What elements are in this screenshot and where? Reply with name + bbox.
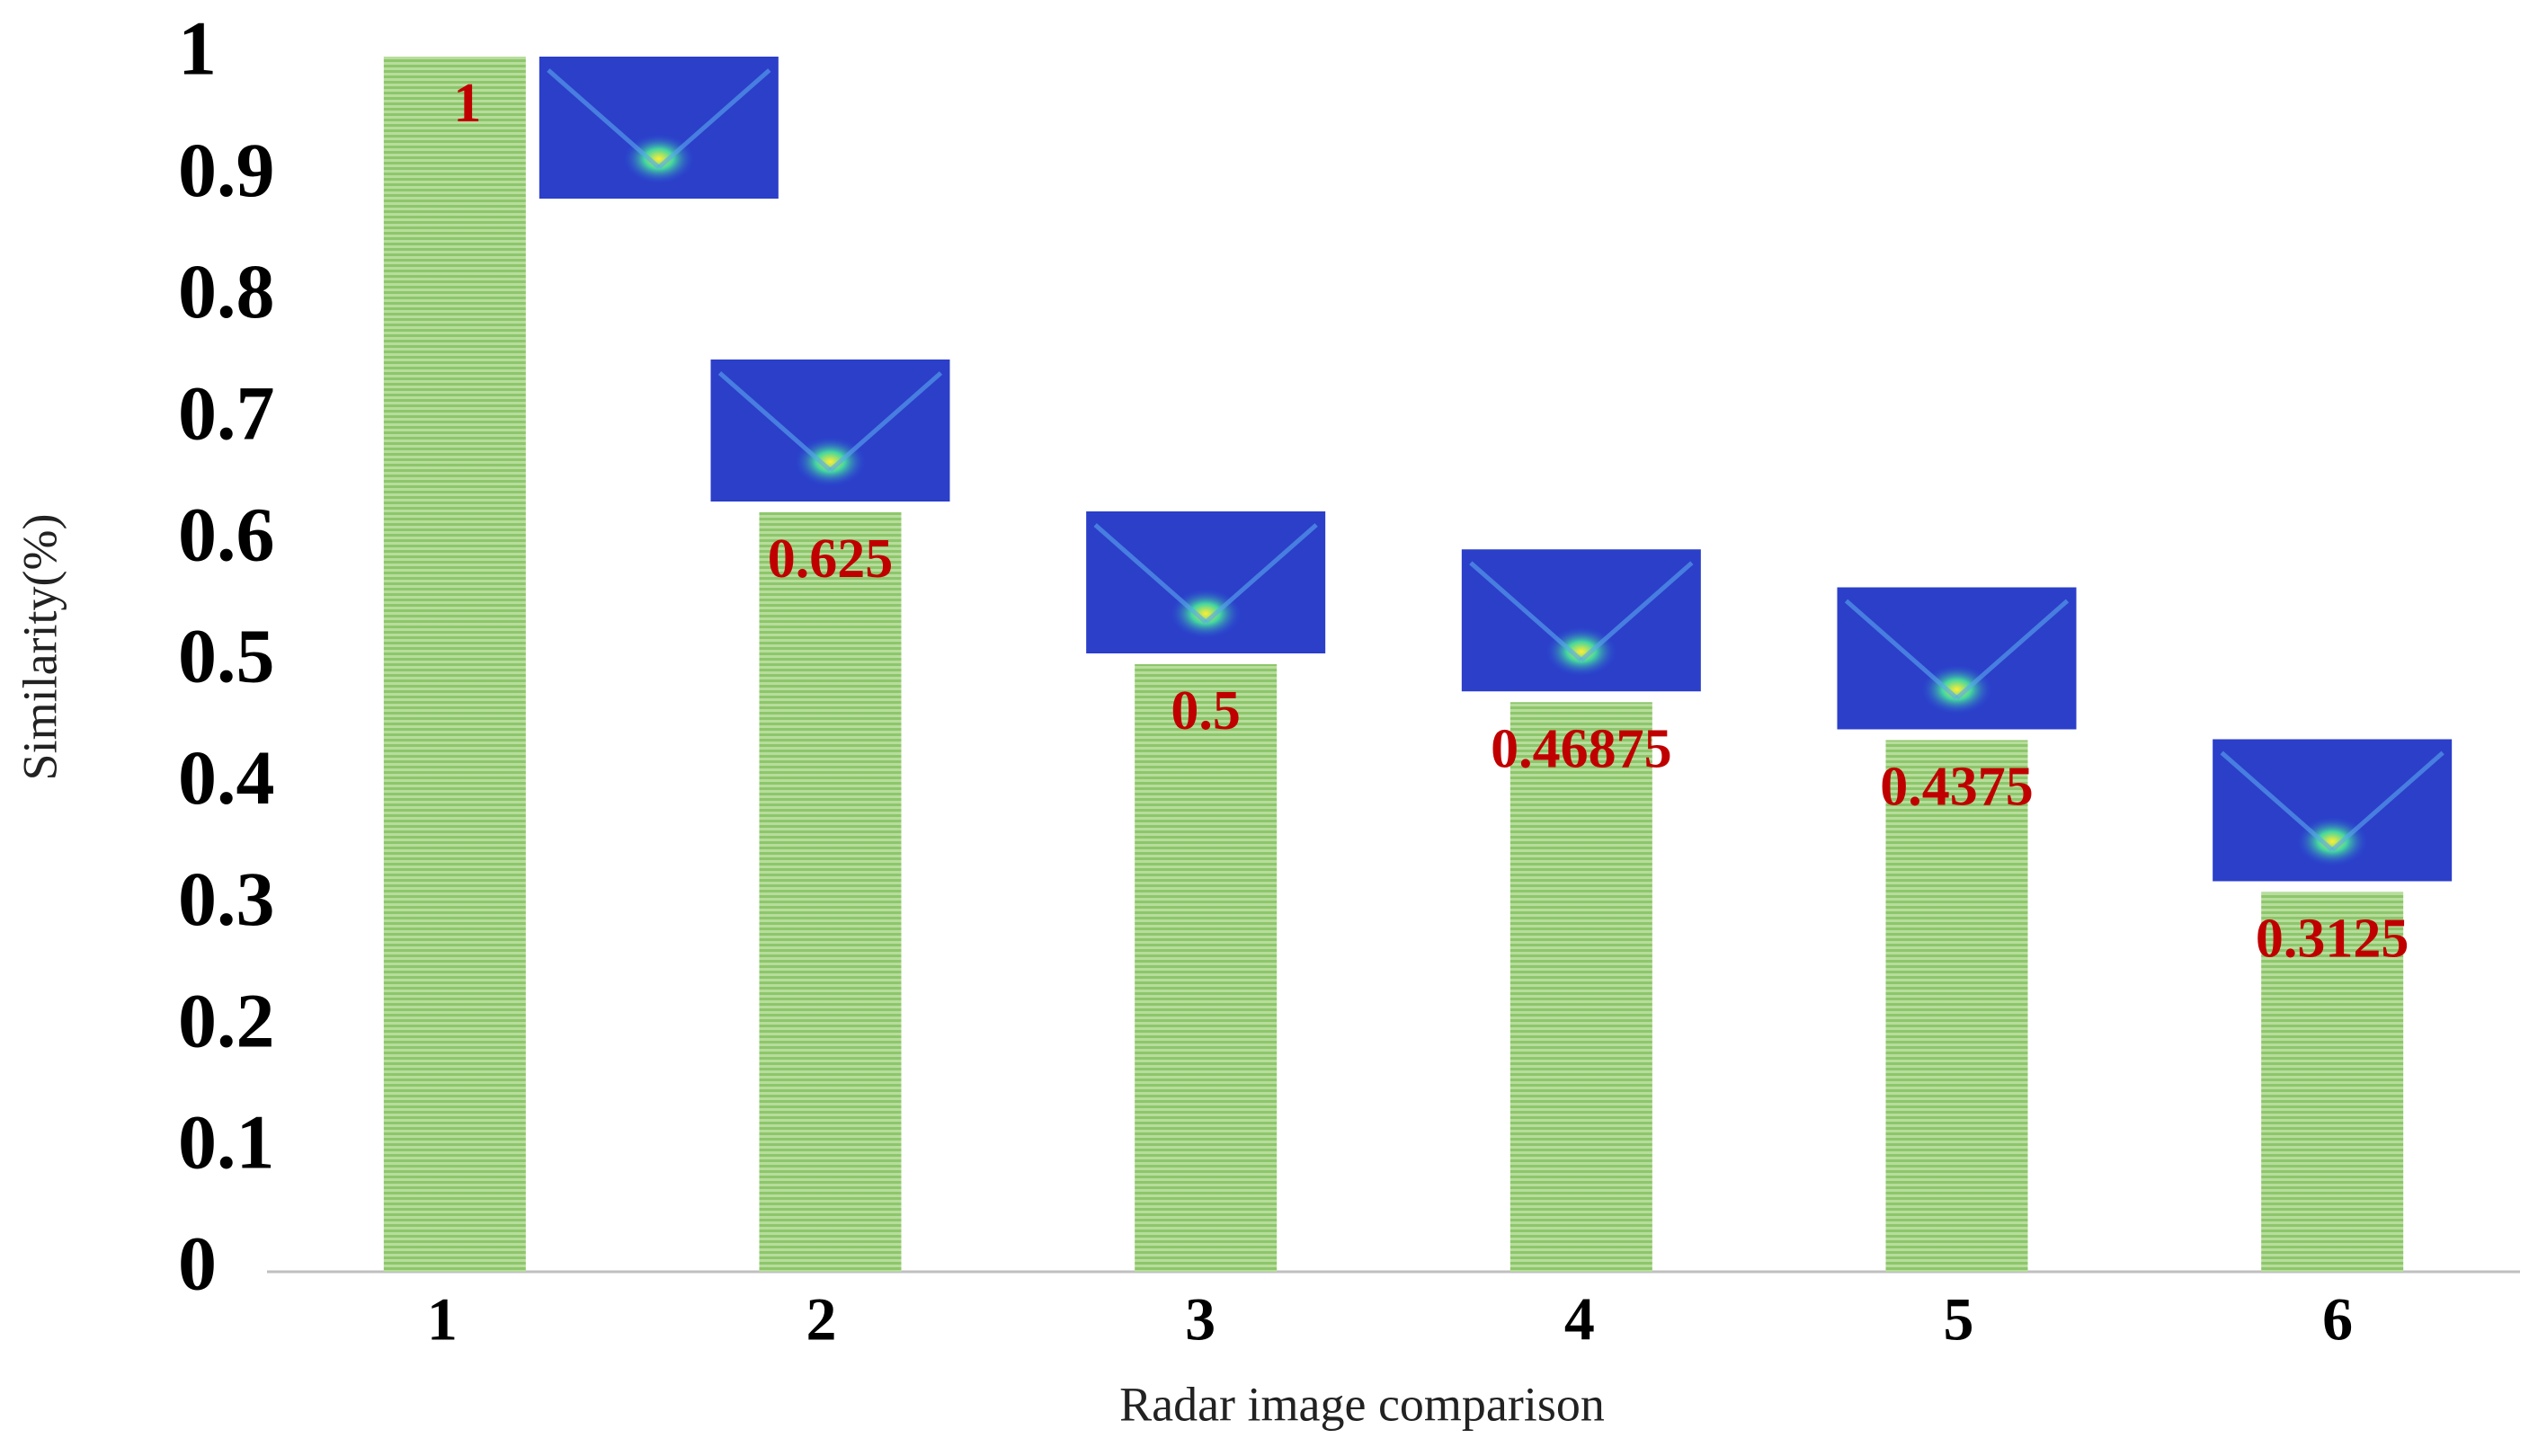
bar [2261, 892, 2404, 1272]
x-tick-label: 2 [806, 1285, 837, 1354]
bar [383, 57, 526, 1272]
x-tick-label: 1 [427, 1285, 458, 1354]
y-axis-title: Similarity(%) [13, 514, 67, 781]
y-tick-label: 0.8 [178, 248, 275, 334]
value-label: 0.3125 [2256, 909, 2409, 970]
radar-line [2220, 750, 2334, 852]
value-label: 0.5 [1171, 680, 1241, 741]
radar-glow [1545, 626, 1617, 678]
y-tick-label: 0.4 [178, 734, 275, 821]
value-label: 1 [453, 73, 481, 134]
y-tick-label: 0.3 [178, 856, 275, 942]
radar-line [717, 371, 833, 473]
radar-line [1204, 523, 1318, 625]
value-label: 0.625 [768, 528, 894, 590]
x-tick-label: 3 [1185, 1285, 1216, 1354]
x-axis-title: Radar image comparison [1119, 1377, 1605, 1431]
radar-glow [794, 436, 867, 487]
bar [1509, 702, 1652, 1272]
value-label: 0.4375 [1880, 757, 2034, 818]
x-tick-label: 4 [1564, 1285, 1595, 1354]
y-tick-label: 0 [178, 1221, 217, 1307]
radar-line [657, 68, 771, 170]
radar-line [2330, 750, 2444, 852]
radar-line [1844, 599, 1959, 700]
y-tick-label: 0.2 [178, 977, 275, 1063]
radar-line [1580, 561, 1694, 662]
radar-line [1469, 561, 1583, 662]
value-label: 0.46875 [1491, 718, 1672, 779]
bar [1885, 740, 2028, 1272]
y-tick-label: 0.9 [178, 127, 275, 213]
x-tick-label: 6 [2322, 1285, 2353, 1354]
radar-line [828, 371, 943, 473]
radar-line [1955, 599, 2070, 700]
radar-glow [622, 133, 695, 184]
bar [1135, 664, 1278, 1272]
radar-glow [1170, 588, 1242, 639]
y-tick-label: 0.6 [178, 492, 275, 578]
bar [759, 512, 902, 1272]
radar-line [547, 68, 661, 170]
y-tick-label: 0.1 [178, 1099, 275, 1185]
y-tick-label: 0.5 [178, 613, 275, 699]
y-tick-label: 0.7 [178, 369, 275, 456]
radar-glow [2296, 816, 2369, 867]
radar-line [1093, 523, 1207, 625]
y-tick-label: 1 [178, 5, 217, 92]
radar-glow [1920, 664, 1993, 715]
x-tick-label: 5 [1944, 1285, 1974, 1354]
